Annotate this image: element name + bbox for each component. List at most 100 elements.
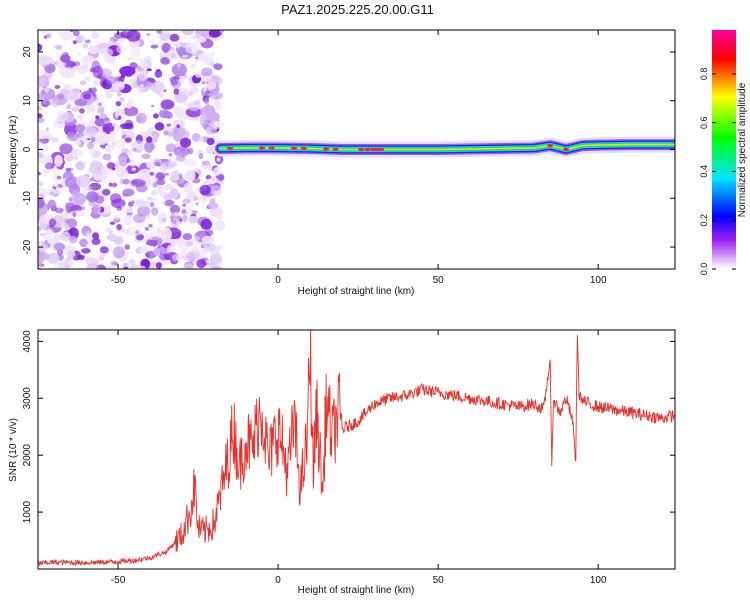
noise-blob: [166, 123, 172, 127]
noise-blob: [132, 213, 146, 223]
noise-blob: [139, 60, 149, 69]
noise-blob: [169, 33, 180, 42]
spectrogram-panel: -50 0 50 100 -20 -10 0 10 20 Height of straight…: [8, 29, 676, 297]
noise-blob: [54, 44, 63, 50]
snr-background: [38, 330, 675, 569]
noise-blob: [150, 81, 166, 94]
noise-blob: [128, 159, 136, 167]
colorbar-label: Normalized spectral amplitude: [737, 82, 748, 217]
noise-blob: [207, 166, 213, 171]
noise-blob: [126, 226, 137, 236]
noise-blob: [56, 249, 64, 256]
noise-blob: [176, 110, 187, 120]
noise-blob: [81, 248, 91, 254]
noise-blob: [204, 97, 210, 105]
noise-blob: [71, 106, 80, 112]
snr-x-ticks: -50 0 50 100: [111, 330, 607, 586]
noise-blob: [206, 81, 217, 91]
noise-blob: [38, 181, 44, 187]
snr-x-label: Height of straight line (km): [298, 585, 415, 596]
noise-blob: [48, 218, 57, 227]
noise-blob: [123, 106, 139, 117]
noise-blob: [124, 137, 132, 143]
band-hotspot: [364, 147, 371, 152]
noise-blob: [46, 127, 49, 132]
noise-blob: [60, 222, 70, 230]
noise-blob: [86, 191, 99, 203]
noise-blob: [148, 261, 159, 269]
noise-blob: [70, 167, 74, 171]
noise-blob: [106, 162, 116, 169]
noise-blob: [128, 258, 136, 265]
noise-blob: [148, 32, 152, 37]
noise-blob: [184, 158, 197, 167]
noise-blob: [80, 121, 87, 126]
noise-blob: [52, 167, 60, 176]
noise-blob: [63, 84, 71, 91]
noise-blob: [148, 224, 153, 228]
noise-blob: [38, 113, 43, 119]
noise-blob: [215, 118, 220, 122]
noise-blob: [149, 201, 155, 208]
noise-blob: [215, 220, 226, 231]
noise-blob: [55, 185, 60, 189]
band-hotspot: [300, 146, 307, 150]
noise-blob: [114, 125, 122, 131]
noise-blob: [206, 243, 211, 247]
noise-blob: [146, 160, 157, 170]
noise-blob: [60, 231, 71, 242]
noise-blob: [130, 140, 145, 153]
noise-blob: [38, 93, 44, 102]
noise-blob: [141, 153, 151, 159]
noise-blob: [84, 39, 91, 44]
noise-blob: [173, 146, 190, 158]
noise-blob: [140, 245, 149, 253]
noise-blob: [89, 162, 104, 175]
noise-blob: [198, 153, 204, 160]
noise-blob: [82, 43, 88, 48]
noise-blob: [77, 114, 84, 120]
noise-blob: [116, 38, 125, 44]
noise-blob: [38, 151, 44, 159]
colorbar-tick-label: 0.6: [699, 116, 709, 129]
noise-blob: [116, 90, 122, 97]
colorbar-tick-label: 0.2: [699, 214, 709, 227]
noise-blob: [53, 104, 58, 108]
noise-blob: [74, 229, 79, 234]
noise-blob: [69, 30, 74, 33]
noise-blob: [107, 38, 115, 44]
noise-blob: [135, 234, 144, 241]
noise-blob: [60, 31, 73, 41]
noise-blob: [210, 52, 215, 57]
noise-blob: [119, 81, 125, 88]
noise-blob: [135, 112, 147, 124]
noise-blob: [136, 85, 145, 95]
noise-blob: [181, 214, 188, 223]
noise-blob: [47, 199, 56, 209]
y-tick-label: -20: [22, 239, 33, 254]
noise-blob: [185, 169, 196, 182]
noise-blob: [152, 189, 158, 194]
noise-blob: [182, 198, 191, 204]
noise-blob: [166, 138, 170, 142]
noise-blob: [43, 35, 48, 39]
noise-blob: [196, 258, 207, 269]
noise-blob: [200, 67, 213, 77]
noise-blob: [53, 261, 67, 269]
noise-blob: [138, 58, 143, 62]
noise-blob: [187, 101, 202, 111]
noise-blob: [111, 122, 117, 127]
noise-blob: [74, 98, 88, 107]
noise-blob: [95, 115, 100, 120]
spectrogram-y-label: Frequency (Hz): [8, 116, 19, 185]
noise-blob: [182, 233, 193, 241]
noise-blob: [85, 231, 92, 239]
noise-blob: [130, 178, 146, 187]
noise-blob: [153, 247, 161, 256]
noise-blob: [84, 162, 87, 166]
noise-blob: [129, 264, 140, 269]
noise-blob: [84, 75, 92, 82]
noise-blob: [155, 262, 162, 269]
noise-blob: [164, 193, 170, 200]
noise-blob: [156, 30, 162, 34]
